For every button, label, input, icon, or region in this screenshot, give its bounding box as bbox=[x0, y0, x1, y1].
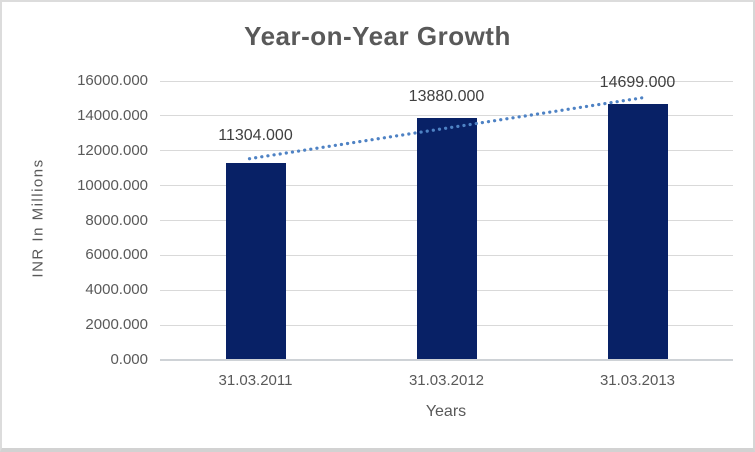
y-tick-label: 8000.000 bbox=[85, 211, 148, 229]
data-label: 13880.000 bbox=[408, 87, 485, 105]
x-tick-label: 31.03.2013 bbox=[599, 372, 676, 389]
y-tick-label: 6000.000 bbox=[85, 246, 148, 264]
y-tick-label: 4000.000 bbox=[85, 281, 148, 299]
data-label: 11304.000 bbox=[218, 126, 293, 144]
y-tick-label: 14000.000 bbox=[77, 106, 148, 124]
y-tick-label: 2000.000 bbox=[85, 316, 148, 334]
y-tick-label: 12000.000 bbox=[77, 141, 148, 159]
chart-title: Year-on-Year Growth bbox=[244, 21, 511, 51]
y-tick-label: 16000.000 bbox=[77, 72, 148, 89]
gridline bbox=[160, 80, 733, 82]
x-axis-title: Years bbox=[425, 403, 467, 420]
data-label: 14699.000 bbox=[599, 73, 676, 91]
bar-31.03.2011 bbox=[225, 162, 286, 360]
y-tick-label: 0.000 bbox=[110, 351, 148, 368]
x-tick-label: 31.03.2011 bbox=[218, 372, 293, 389]
x-tick-label: 31.03.2012 bbox=[408, 372, 485, 389]
x-axis-line bbox=[160, 359, 733, 361]
bar-31.03.2013 bbox=[607, 103, 668, 360]
bar-31.03.2012 bbox=[416, 117, 477, 360]
y-tick-label: 10000.000 bbox=[77, 176, 148, 194]
